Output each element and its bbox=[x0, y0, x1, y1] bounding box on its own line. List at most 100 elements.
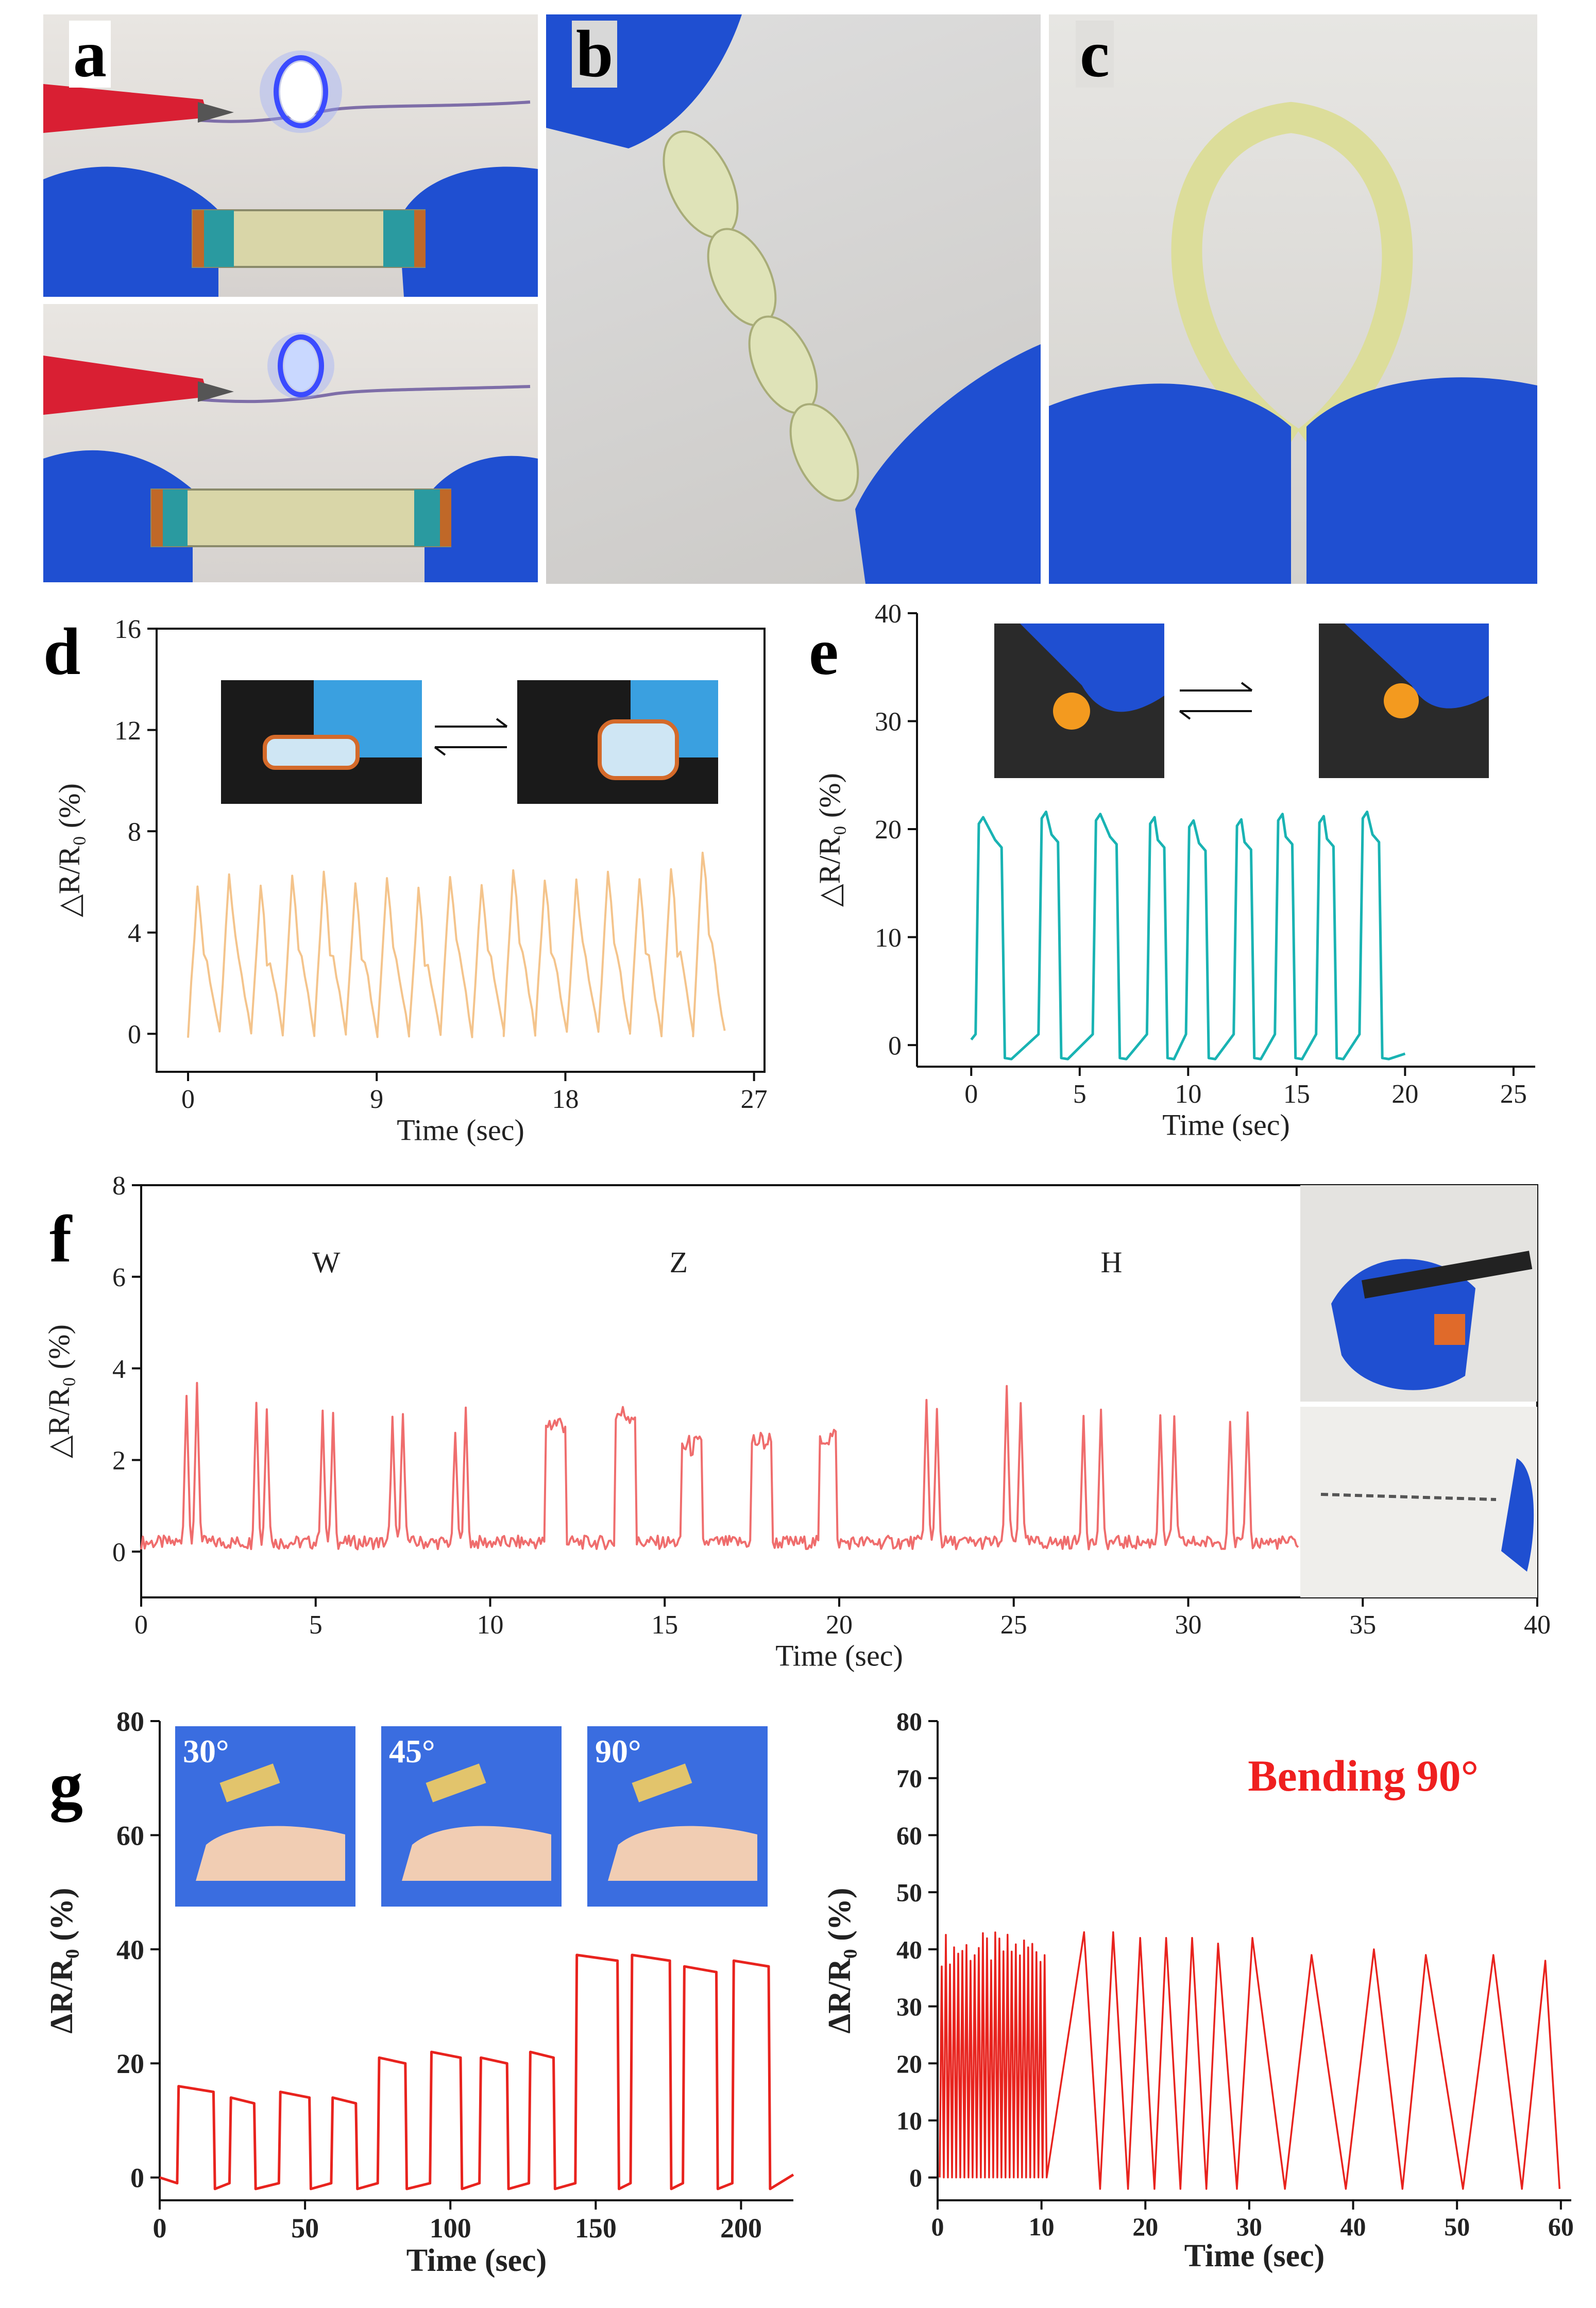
inset-writing-photos bbox=[1300, 1185, 1537, 1597]
annotation-letter: H bbox=[1101, 1245, 1123, 1279]
y-tick-label: 60 bbox=[896, 1821, 922, 1850]
y-tick-label: 0 bbox=[112, 1538, 126, 1567]
arrow-right-icon bbox=[1180, 682, 1253, 692]
photo-frame bbox=[1300, 1407, 1537, 1597]
photo-panel-a-top bbox=[43, 14, 538, 297]
y-tick-label: 20 bbox=[116, 2048, 144, 2079]
blue-glove-icon bbox=[1049, 383, 1291, 584]
x-tick-label: 10 bbox=[477, 1610, 504, 1640]
x-tick-label: 9 bbox=[370, 1085, 383, 1114]
x-tick-label: 5 bbox=[1073, 1080, 1086, 1109]
y-tick-label: 30 bbox=[875, 707, 902, 737]
chart-title: Bending 90° bbox=[1248, 1751, 1479, 1800]
y-tick-label: 6 bbox=[112, 1263, 126, 1292]
pen-icon bbox=[1362, 1251, 1533, 1299]
panel-letter-b: b bbox=[572, 21, 618, 88]
x-tick-label: 25 bbox=[1500, 1080, 1527, 1109]
x-tick-label: 150 bbox=[575, 2213, 617, 2244]
x-tick-label: 35 bbox=[1349, 1610, 1376, 1640]
x-tick-label: 27 bbox=[741, 1085, 768, 1114]
handwriting-line bbox=[1320, 1493, 1497, 1501]
blue-glove-icon bbox=[43, 450, 193, 582]
blue-glove-icon bbox=[1306, 377, 1537, 584]
gel-strip-icon bbox=[426, 1763, 486, 1802]
gel-strip-icon bbox=[150, 488, 451, 547]
x-tick-label: 0 bbox=[181, 1085, 195, 1114]
orange-ball-icon bbox=[1053, 693, 1090, 730]
orange-ball-icon bbox=[1384, 683, 1419, 718]
chart-g-right-bending-90: 0 10 20 30 40 50 60 0 10 20 30 40 50 60 70 80 Time (sec)… bbox=[822, 1707, 1574, 2274]
arrow-left-icon bbox=[1179, 710, 1252, 720]
blue-glove-icon bbox=[425, 456, 538, 582]
x-tick-label: 10 bbox=[1029, 2212, 1055, 2241]
y-axis-label: △R/R₀ (%) bbox=[43, 1324, 76, 1458]
y-tick-label: 16 bbox=[114, 615, 141, 644]
y-tick-label: 0 bbox=[130, 2163, 144, 2194]
finger-icon bbox=[263, 735, 360, 770]
series-line bbox=[159, 1953, 794, 2191]
y-tick-label: 10 bbox=[875, 923, 902, 953]
y-tick-label: 40 bbox=[875, 599, 902, 629]
x-tick-label: 5 bbox=[309, 1610, 322, 1640]
arrow-left-icon bbox=[434, 746, 507, 756]
x-tick-label: 0 bbox=[134, 1610, 148, 1640]
panel-letter-a: a bbox=[69, 21, 111, 88]
wire-icon bbox=[197, 100, 531, 123]
finger-icon bbox=[196, 1826, 345, 1881]
finger-icon bbox=[608, 1826, 757, 1881]
y-axis-label: ΔR/R₀ (%) bbox=[822, 1888, 857, 2033]
panel-letter-d: d bbox=[43, 615, 81, 689]
x-axis-label: Time (sec) bbox=[1162, 1108, 1290, 1141]
series-line bbox=[970, 811, 1406, 1060]
x-tick-label: 20 bbox=[1132, 2212, 1158, 2241]
plot-frame bbox=[156, 628, 766, 1073]
blue-glove-icon bbox=[399, 166, 538, 297]
x-axis-label: Time (sec) bbox=[1184, 2238, 1325, 2273]
y-tick-label: 8 bbox=[128, 817, 141, 847]
x-tick-label: 0 bbox=[153, 2213, 167, 2244]
panel-letter-c: c bbox=[1076, 21, 1114, 88]
x-tick-label: 60 bbox=[1548, 2212, 1574, 2241]
annotation-letter: W bbox=[312, 1245, 341, 1279]
twisted-gel-photo bbox=[546, 14, 1041, 584]
photo-panel-c bbox=[1049, 14, 1537, 584]
inset-keyboard-photos bbox=[221, 680, 718, 804]
gel-strip-icon bbox=[192, 209, 426, 268]
y-tick-label: 60 bbox=[116, 1820, 144, 1851]
y-tick-label: 10 bbox=[896, 2107, 922, 2135]
gel-strip-icon bbox=[1171, 102, 1413, 455]
x-tick-label: 20 bbox=[826, 1610, 853, 1640]
y-tick-label: 20 bbox=[875, 815, 902, 845]
wire-icon bbox=[197, 385, 531, 403]
blue-glove-icon bbox=[1020, 624, 1164, 712]
chart-e-ball-grip: 0 5 10 15 20 25 0 10 20 30 40 Time (sec) △R/R₀ (%) bbox=[813, 599, 1535, 1141]
y-axis-label: △R/R₀ (%) bbox=[813, 773, 846, 907]
x-tick-label: 50 bbox=[291, 2213, 319, 2244]
gel-strip-icon bbox=[1434, 1314, 1465, 1345]
x-tick-label: 0 bbox=[931, 2212, 944, 2241]
y-tick-label: 0 bbox=[888, 1031, 902, 1060]
x-tick-label: 15 bbox=[1283, 1080, 1310, 1109]
y-tick-label: 30 bbox=[896, 1992, 922, 2021]
x-tick-label: 18 bbox=[552, 1085, 579, 1114]
y-tick-label: 80 bbox=[896, 1707, 922, 1736]
panel-letter-g: g bbox=[49, 1748, 83, 1823]
y-tick-label: 12 bbox=[114, 716, 141, 746]
blue-glove-icon bbox=[1345, 624, 1489, 709]
x-tick-label: 30 bbox=[1236, 2212, 1262, 2241]
led-circuit-photo-stretched-bottom bbox=[43, 332, 538, 582]
photo-panel-b bbox=[546, 14, 1041, 584]
looped-gel-photo bbox=[1049, 102, 1537, 584]
y-tick-label: 4 bbox=[112, 1355, 126, 1384]
led-icon bbox=[267, 332, 334, 399]
x-axis-label: Time (sec) bbox=[406, 2243, 547, 2278]
red-alligator-clip-icon bbox=[43, 356, 234, 415]
x-tick-label: 40 bbox=[1524, 1610, 1551, 1640]
y-tick-label: 0 bbox=[909, 2163, 922, 2192]
gel-strip-icon bbox=[632, 1763, 692, 1802]
inset-ball-photos bbox=[994, 624, 1489, 778]
blue-glove-icon bbox=[855, 344, 1041, 584]
blue-glove-icon bbox=[43, 166, 218, 297]
y-tick-label: 50 bbox=[896, 1878, 922, 1907]
y-tick-label: 8 bbox=[112, 1171, 126, 1201]
